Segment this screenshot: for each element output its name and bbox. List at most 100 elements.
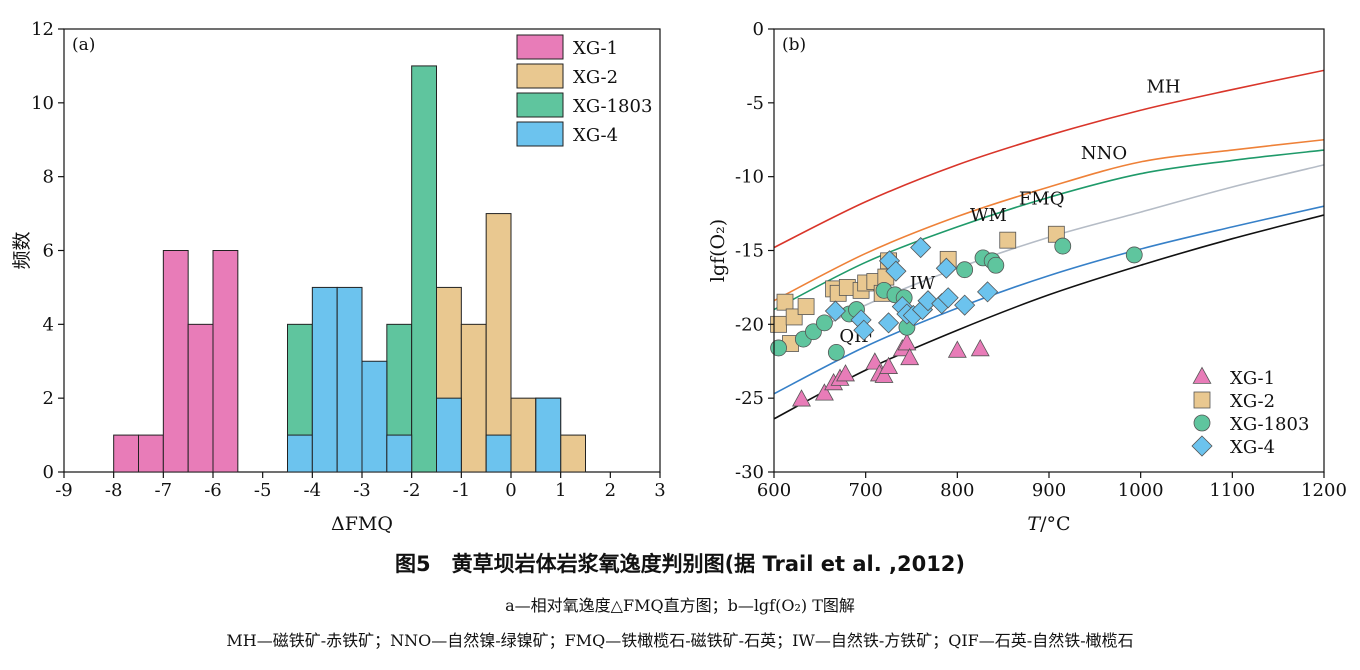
legend-entry: XG-1803 <box>1230 414 1309 435</box>
y-tick-label: -30 <box>735 462 764 483</box>
y-tick-label: 12 <box>31 19 54 40</box>
histogram-bar-xg-4 <box>535 397 562 473</box>
figure-caption-legend: MH—磁铁矿-赤铁矿；NNO—自然镍-绿镍矿；FMQ—铁橄榄石-磁铁矿-石英；I… <box>226 631 1134 650</box>
figure-caption-subtitle: a—相对氧逸度△FMQ直方图；b—lgf(O₂) T图解 <box>505 596 855 615</box>
x-tick-label: 700 <box>848 480 882 501</box>
data-point-xg-2 <box>776 293 794 311</box>
y-tick-label: -10 <box>735 167 764 188</box>
histogram-bar-xg-4 <box>336 286 363 473</box>
histogram-bar-xg-1 <box>138 434 164 473</box>
scatter-points <box>770 225 1143 407</box>
histogram-bar-xg-4 <box>436 397 462 473</box>
data-point-xg-1803 <box>805 323 822 341</box>
y-tick-label: -25 <box>735 388 764 409</box>
data-point-xg-1 <box>897 333 917 351</box>
data-point-xg-4 <box>937 287 959 309</box>
x-tick-label: 3 <box>654 480 665 501</box>
x-axis-label: ΔFMQ <box>331 513 393 535</box>
data-point-xg-4 <box>878 312 900 334</box>
data-point-xg-1 <box>879 356 899 374</box>
y-tick-label: 4 <box>43 314 54 335</box>
legend-swatch <box>516 34 564 60</box>
legend-entry: XG-2 <box>1230 391 1275 412</box>
x-tick-label: 800 <box>940 480 974 501</box>
legend-entry: XG-1803 <box>573 96 652 117</box>
x-tick-label: -7 <box>155 480 173 501</box>
y-tick-label: -15 <box>735 241 764 262</box>
y-tick-label: -20 <box>735 314 764 335</box>
data-point-xg-1 <box>947 340 967 358</box>
buffer-line-qif <box>774 214 1324 420</box>
histogram-bar-xg-4 <box>386 434 413 473</box>
legend-marker <box>1192 366 1212 384</box>
legend-entry: XG-2 <box>573 67 618 88</box>
buffer-curves <box>774 69 1324 420</box>
data-point-xg-4 <box>935 257 957 279</box>
x-axis-label: T/°C <box>1027 513 1070 535</box>
y-axis-label: 频数 <box>11 231 33 269</box>
y-tick-label: 8 <box>43 167 54 188</box>
buffer-line-iw <box>774 205 1324 395</box>
buffer-line-mh <box>774 69 1324 249</box>
x-tick-label: -8 <box>105 480 123 501</box>
y-axis-label: lgf(O₂) <box>707 219 729 282</box>
data-point-xg-1803 <box>1125 246 1143 264</box>
buffer-line-nno <box>774 138 1324 302</box>
panel-label: (a) <box>72 35 95 55</box>
data-point-xg-1 <box>874 365 894 383</box>
histogram-bar-xg-1803 <box>411 65 437 473</box>
histogram-panel: -9 -8 -7 -6 -5 -4 -3 -2 -1 0 1 2 3024681012ΔFMQ频数(a)… <box>11 19 666 535</box>
data-point-xg-4 <box>977 281 999 303</box>
data-point-xg-1803 <box>987 256 1005 274</box>
data-point-xg-2 <box>797 298 815 316</box>
data-point-xg-2 <box>999 231 1017 249</box>
x-tick-label: 1200 <box>1301 480 1347 501</box>
legend-entry: XG-1 <box>1230 368 1275 389</box>
y-tick-label: 2 <box>43 388 54 409</box>
histogram-bar-xg-2 <box>510 397 537 473</box>
data-point-xg-4 <box>885 260 907 282</box>
x-tick-label: -5 <box>254 480 272 501</box>
figure-svg: -9 -8 -7 -6 -5 -4 -3 -2 -1 0 1 2 3024681012ΔFMQ频数(a)… <box>11 19 1347 535</box>
legend-entry: XG-4 <box>1230 437 1275 458</box>
histogram-bar-xg-2 <box>485 213 512 473</box>
x-tick-label: 1100 <box>1209 480 1255 501</box>
x-tick-label: 900 <box>1032 480 1066 501</box>
y-tick-label: 0 <box>43 462 54 483</box>
legend-swatch <box>516 121 564 147</box>
x-tick-label: 1 <box>555 480 566 501</box>
legend-entry: XG-4 <box>573 125 618 146</box>
data-point-xg-4 <box>824 300 846 322</box>
data-point-xg-1803 <box>956 261 974 279</box>
histogram-bar-xg-2 <box>460 323 487 473</box>
y-tick-label: 6 <box>43 241 54 262</box>
histogram-bar-xg-4 <box>287 434 313 473</box>
histogram-legend: XG-1 XG-2 XG-1803 XG-4 <box>516 34 652 147</box>
data-point-xg-1803 <box>827 343 845 361</box>
histogram-bar-xg-1 <box>162 250 189 473</box>
histogram-bar-xg-4 <box>485 434 512 473</box>
legend-marker <box>1193 391 1211 409</box>
data-point-xg-1 <box>865 352 885 370</box>
histogram-bar-xg-1 <box>187 323 214 473</box>
histogram-bar-xg-4 <box>361 360 388 473</box>
data-point-xg-1 <box>970 339 990 357</box>
data-point-xg-1803 <box>770 339 787 357</box>
data-point-xg-1 <box>814 383 834 401</box>
buffer-label-mh: MH <box>1147 76 1181 97</box>
y-tick-label: -5 <box>746 93 764 114</box>
legend-swatch <box>516 92 564 118</box>
data-point-xg-1803 <box>1054 237 1072 255</box>
panel-label: (b) <box>782 35 806 55</box>
legend-swatch <box>516 63 564 89</box>
x-tick-label: -9 <box>55 480 73 501</box>
data-point-xg-4 <box>853 319 875 341</box>
data-point-xg-1 <box>900 347 920 366</box>
histogram-bar-xg-1 <box>212 250 239 473</box>
buffer-line-fmq <box>774 149 1324 311</box>
x-tick-label: -1 <box>453 480 471 501</box>
y-tick-label: 0 <box>753 19 764 40</box>
x-tick-label: 1000 <box>1118 480 1164 501</box>
y-tick-label: 10 <box>31 93 54 114</box>
